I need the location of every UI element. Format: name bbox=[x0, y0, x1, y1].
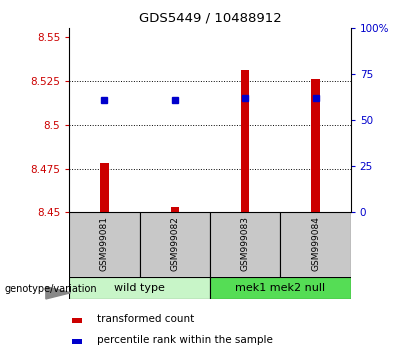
Bar bbox=[72, 318, 82, 323]
Text: GSM999084: GSM999084 bbox=[311, 216, 320, 271]
Text: transformed count: transformed count bbox=[97, 314, 195, 324]
Bar bbox=[311, 79, 320, 212]
Bar bbox=[100, 163, 109, 212]
Text: mek1 mek2 null: mek1 mek2 null bbox=[235, 283, 326, 293]
Title: GDS5449 / 10488912: GDS5449 / 10488912 bbox=[139, 11, 281, 24]
Bar bbox=[69, 212, 139, 278]
Bar bbox=[210, 277, 351, 299]
Text: GSM999083: GSM999083 bbox=[241, 216, 249, 271]
Bar bbox=[241, 70, 249, 212]
Bar bbox=[210, 212, 281, 278]
Text: genotype/variation: genotype/variation bbox=[4, 284, 97, 293]
Bar bbox=[171, 207, 179, 212]
Text: GSM999082: GSM999082 bbox=[171, 216, 179, 271]
Text: wild type: wild type bbox=[114, 283, 165, 293]
Bar bbox=[72, 339, 82, 344]
Bar bbox=[281, 212, 351, 278]
Polygon shape bbox=[46, 287, 71, 299]
Text: percentile rank within the sample: percentile rank within the sample bbox=[97, 335, 273, 345]
Text: GSM999081: GSM999081 bbox=[100, 216, 109, 271]
Bar bbox=[69, 277, 210, 299]
Bar bbox=[139, 212, 210, 278]
